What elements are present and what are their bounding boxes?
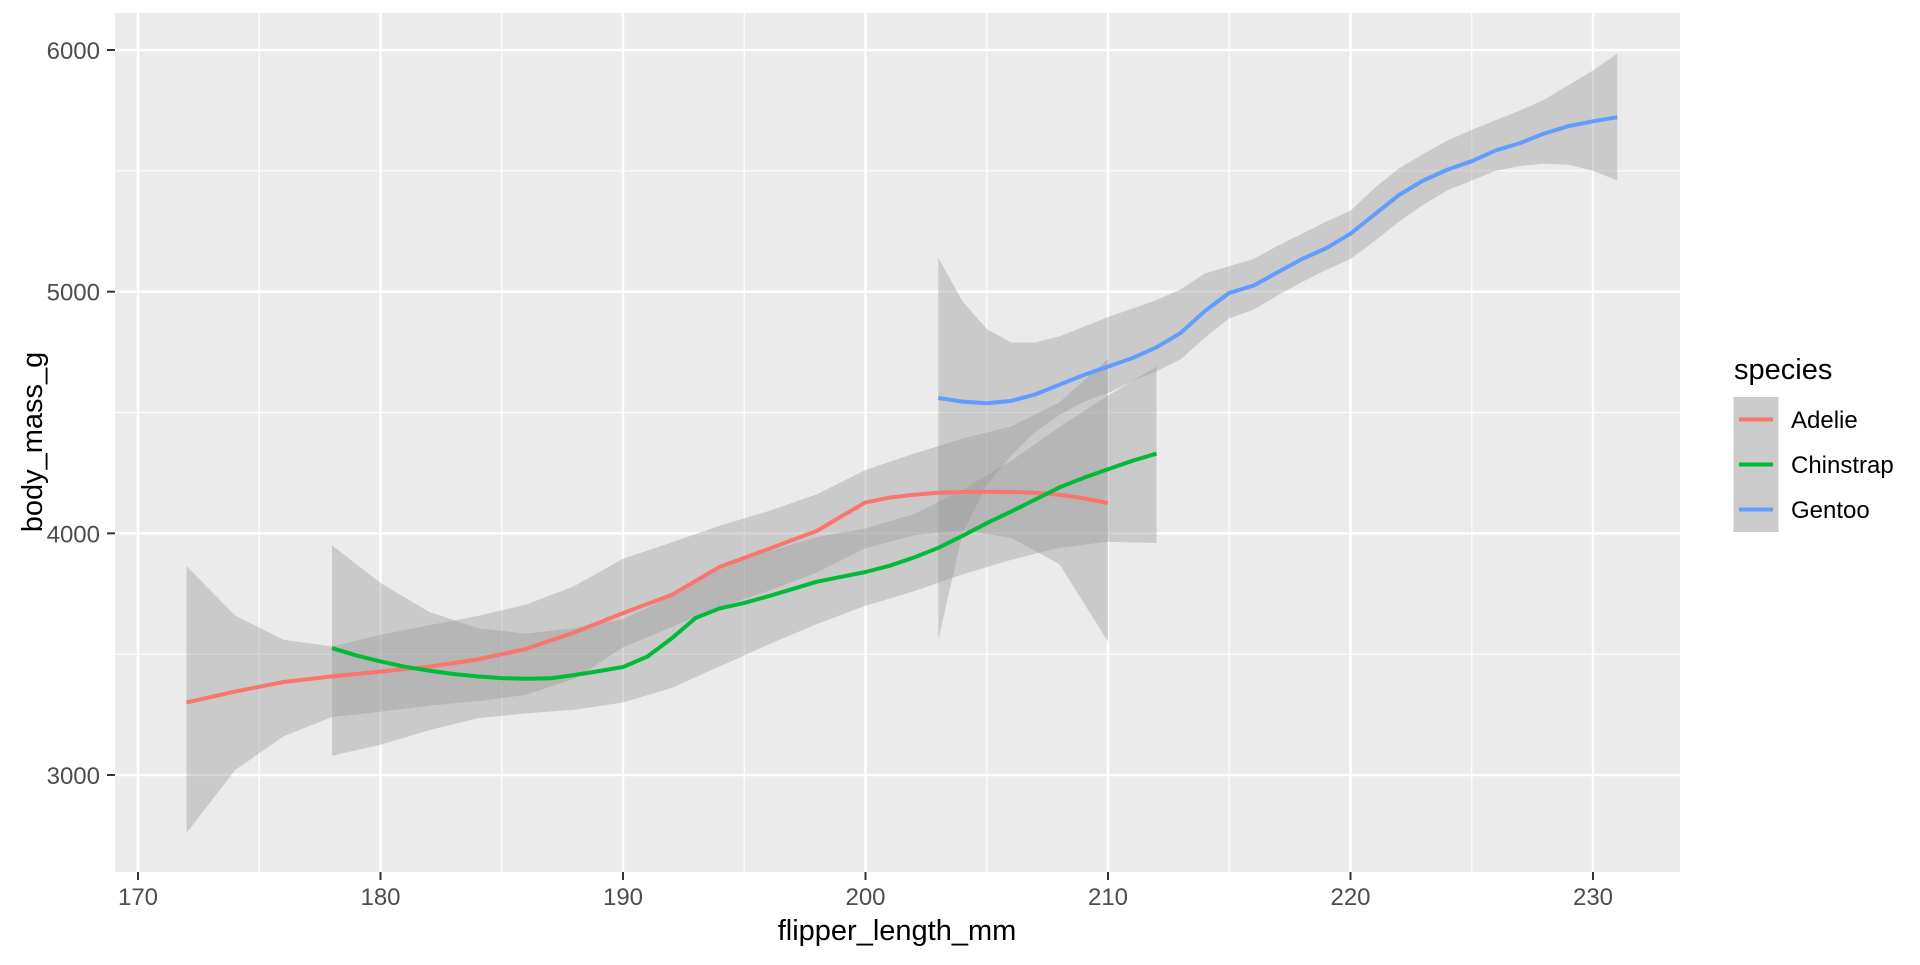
- grid-minor: [115, 13, 1680, 872]
- legend-label-gentoo: Gentoo: [1791, 497, 1870, 524]
- adelie-confidence-ribbon: [186, 358, 1108, 833]
- chinstrap-smooth-line: [331, 451, 1158, 681]
- legend-title: species: [1734, 354, 1832, 386]
- adelie-smooth-line: [186, 489, 1109, 705]
- legend-keys: [1733, 397, 1779, 532]
- y-tick-label-3000: 3000: [47, 763, 100, 790]
- legend-label-chinstrap: Chinstrap: [1791, 452, 1894, 479]
- chinstrap-confidence-ribbon: [332, 366, 1157, 756]
- x-tick-label-210: 210: [1088, 884, 1128, 911]
- x-axis-title: flipper_length_mm: [778, 915, 1017, 947]
- x-tick-label-220: 220: [1330, 884, 1370, 911]
- smooth-lines: [186, 115, 1618, 705]
- gentoo-smooth-line: [938, 115, 1618, 406]
- x-tick-label-180: 180: [360, 884, 400, 911]
- gentoo-confidence-ribbon: [938, 53, 1618, 640]
- x-tick-label-230: 230: [1573, 884, 1613, 911]
- axis-tick-marks: [107, 49, 1594, 880]
- legend-label-adelie: Adelie: [1791, 407, 1858, 434]
- x-tick-label-190: 190: [603, 884, 643, 911]
- x-tick-label-200: 200: [845, 884, 885, 911]
- x-tick-label-170: 170: [118, 884, 158, 911]
- y-tick-label-4000: 4000: [47, 521, 100, 548]
- plot-panel: [115, 13, 1680, 872]
- y-axis-title: body_mass_g: [17, 352, 49, 533]
- confidence-ribbons: [186, 53, 1618, 833]
- grid-major: [115, 13, 1680, 872]
- y-tick-label-5000: 5000: [47, 280, 100, 307]
- y-tick-label-6000: 6000: [47, 38, 100, 65]
